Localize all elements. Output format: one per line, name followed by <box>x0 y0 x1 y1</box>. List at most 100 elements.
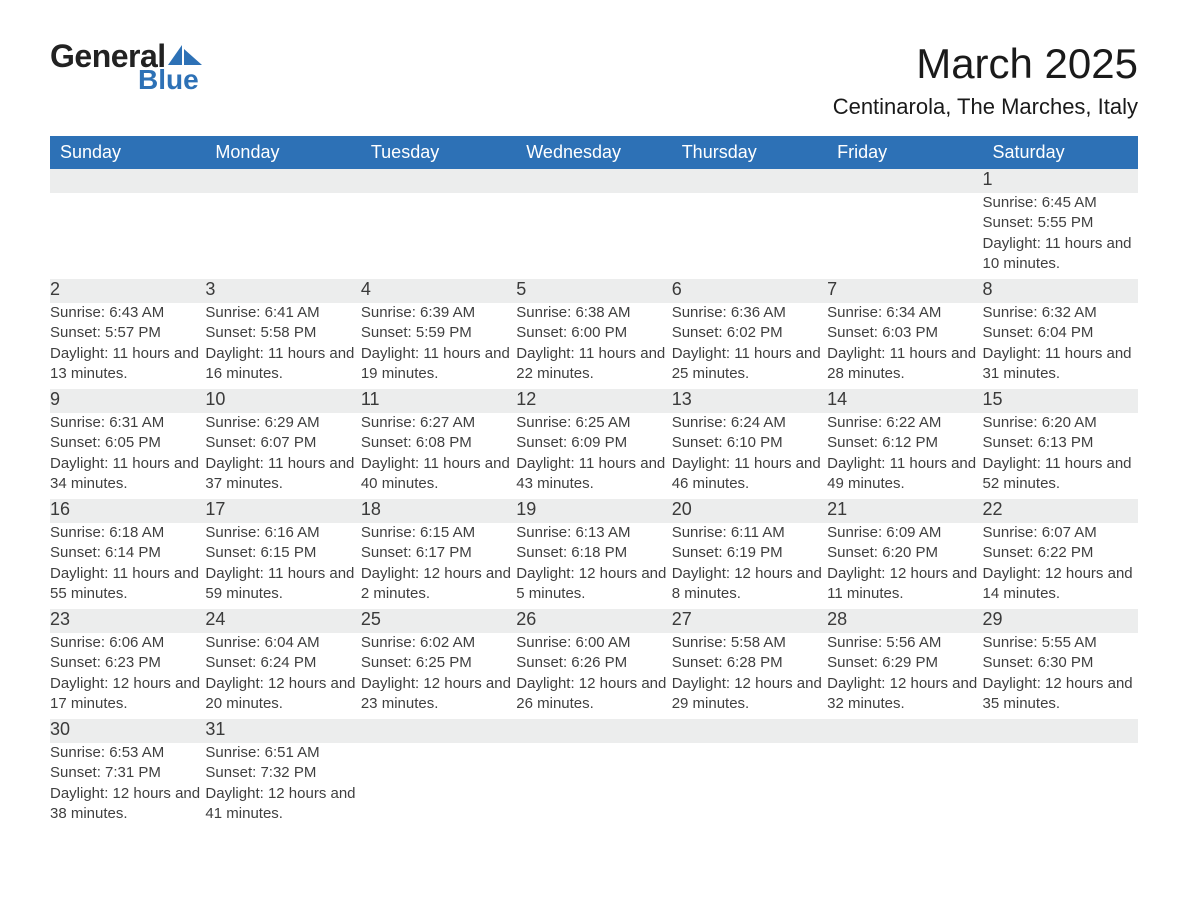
day-detail-cell: Sunrise: 6:06 AMSunset: 6:23 PMDaylight:… <box>50 633 205 719</box>
sunset-line: Sunset: 6:29 PM <box>827 653 982 673</box>
week-detail-row: Sunrise: 6:31 AMSunset: 6:05 PMDaylight:… <box>50 413 1138 499</box>
day-header: Wednesday <box>516 136 671 169</box>
day-detail-cell: Sunrise: 6:13 AMSunset: 6:18 PMDaylight:… <box>516 523 671 609</box>
day-detail-cell: Sunrise: 6:00 AMSunset: 6:26 PMDaylight:… <box>516 633 671 719</box>
sunrise-line: Sunrise: 6:51 AM <box>205 743 360 763</box>
day-detail-cell: Sunrise: 6:02 AMSunset: 6:25 PMDaylight:… <box>361 633 516 719</box>
day-detail-cell: Sunrise: 6:45 AMSunset: 5:55 PMDaylight:… <box>983 193 1138 279</box>
week-daynum-row: 23242526272829 <box>50 609 1138 633</box>
daylight-line: Daylight: 11 hours and 49 minutes. <box>827 454 982 495</box>
daylight-line: Daylight: 11 hours and 28 minutes. <box>827 344 982 385</box>
daylight-line: Daylight: 11 hours and 25 minutes. <box>672 344 827 385</box>
day-number-cell: 16 <box>50 499 205 523</box>
day-number-cell: 27 <box>672 609 827 633</box>
logo-word2: Blue <box>138 66 202 94</box>
daylight-line: Daylight: 12 hours and 35 minutes. <box>983 674 1138 715</box>
day-detail-cell: Sunrise: 6:51 AMSunset: 7:32 PMDaylight:… <box>205 743 360 829</box>
daylight-line: Daylight: 12 hours and 8 minutes. <box>672 564 827 605</box>
sunrise-line: Sunrise: 6:22 AM <box>827 413 982 433</box>
day-number-cell <box>983 719 1138 743</box>
sunrise-line: Sunrise: 6:06 AM <box>50 633 205 653</box>
day-number-cell: 20 <box>672 499 827 523</box>
day-number-cell: 15 <box>983 389 1138 413</box>
sunset-line: Sunset: 5:55 PM <box>983 213 1138 233</box>
day-number-cell: 29 <box>983 609 1138 633</box>
sunset-line: Sunset: 6:28 PM <box>672 653 827 673</box>
daylight-line: Daylight: 12 hours and 20 minutes. <box>205 674 360 715</box>
sunrise-line: Sunrise: 6:36 AM <box>672 303 827 323</box>
daylight-line: Daylight: 11 hours and 10 minutes. <box>983 234 1138 275</box>
day-detail-cell: Sunrise: 5:55 AMSunset: 6:30 PMDaylight:… <box>983 633 1138 719</box>
day-header: Tuesday <box>361 136 516 169</box>
day-number-cell: 13 <box>672 389 827 413</box>
sunrise-line: Sunrise: 6:38 AM <box>516 303 671 323</box>
sunset-line: Sunset: 6:19 PM <box>672 543 827 563</box>
sunrise-line: Sunrise: 6:13 AM <box>516 523 671 543</box>
sunset-line: Sunset: 6:17 PM <box>361 543 516 563</box>
daylight-line: Daylight: 11 hours and 19 minutes. <box>361 344 516 385</box>
daylight-line: Daylight: 12 hours and 17 minutes. <box>50 674 205 715</box>
sunset-line: Sunset: 6:03 PM <box>827 323 982 343</box>
sunrise-line: Sunrise: 6:24 AM <box>672 413 827 433</box>
daylight-line: Daylight: 11 hours and 55 minutes. <box>50 564 205 605</box>
day-detail-cell: Sunrise: 6:32 AMSunset: 6:04 PMDaylight:… <box>983 303 1138 389</box>
daylight-line: Daylight: 12 hours and 29 minutes. <box>672 674 827 715</box>
daylight-line: Daylight: 11 hours and 37 minutes. <box>205 454 360 495</box>
day-number-cell <box>516 719 671 743</box>
day-number-cell: 11 <box>361 389 516 413</box>
day-number-cell <box>50 169 205 193</box>
day-number-cell: 1 <box>983 169 1138 193</box>
sunset-line: Sunset: 6:22 PM <box>983 543 1138 563</box>
sunrise-line: Sunrise: 6:53 AM <box>50 743 205 763</box>
daylight-line: Daylight: 11 hours and 13 minutes. <box>50 344 205 385</box>
sunset-line: Sunset: 7:32 PM <box>205 763 360 783</box>
day-number-cell: 24 <box>205 609 360 633</box>
day-number-cell: 3 <box>205 279 360 303</box>
day-detail-cell: Sunrise: 5:58 AMSunset: 6:28 PMDaylight:… <box>672 633 827 719</box>
sunset-line: Sunset: 6:15 PM <box>205 543 360 563</box>
day-detail-cell: Sunrise: 6:22 AMSunset: 6:12 PMDaylight:… <box>827 413 982 499</box>
day-detail-cell: Sunrise: 6:07 AMSunset: 6:22 PMDaylight:… <box>983 523 1138 609</box>
day-detail-cell: Sunrise: 6:31 AMSunset: 6:05 PMDaylight:… <box>50 413 205 499</box>
day-number-cell: 6 <box>672 279 827 303</box>
day-detail-cell <box>827 193 982 279</box>
sunrise-line: Sunrise: 6:20 AM <box>983 413 1138 433</box>
week-daynum-row: 1 <box>50 169 1138 193</box>
sunset-line: Sunset: 6:10 PM <box>672 433 827 453</box>
sunrise-line: Sunrise: 6:09 AM <box>827 523 982 543</box>
week-detail-row: Sunrise: 6:43 AMSunset: 5:57 PMDaylight:… <box>50 303 1138 389</box>
day-number-cell <box>361 719 516 743</box>
sunrise-line: Sunrise: 6:00 AM <box>516 633 671 653</box>
sunset-line: Sunset: 6:30 PM <box>983 653 1138 673</box>
sunrise-line: Sunrise: 6:04 AM <box>205 633 360 653</box>
sunset-line: Sunset: 6:24 PM <box>205 653 360 673</box>
daylight-line: Daylight: 12 hours and 41 minutes. <box>205 784 360 825</box>
sunrise-line: Sunrise: 6:25 AM <box>516 413 671 433</box>
sunset-line: Sunset: 5:59 PM <box>361 323 516 343</box>
day-number-cell: 19 <box>516 499 671 523</box>
day-detail-cell: Sunrise: 6:36 AMSunset: 6:02 PMDaylight:… <box>672 303 827 389</box>
header: General Blue March 2025 Centinarola, The… <box>50 40 1138 120</box>
daylight-line: Daylight: 11 hours and 16 minutes. <box>205 344 360 385</box>
day-detail-cell: Sunrise: 6:34 AMSunset: 6:03 PMDaylight:… <box>827 303 982 389</box>
sunset-line: Sunset: 6:05 PM <box>50 433 205 453</box>
daylight-line: Daylight: 11 hours and 43 minutes. <box>516 454 671 495</box>
day-number-cell: 5 <box>516 279 671 303</box>
day-detail-cell: Sunrise: 6:39 AMSunset: 5:59 PMDaylight:… <box>361 303 516 389</box>
day-number-cell: 21 <box>827 499 982 523</box>
day-header: Sunday <box>50 136 205 169</box>
daylight-line: Daylight: 12 hours and 5 minutes. <box>516 564 671 605</box>
sunset-line: Sunset: 6:25 PM <box>361 653 516 673</box>
day-detail-cell: Sunrise: 6:16 AMSunset: 6:15 PMDaylight:… <box>205 523 360 609</box>
sunrise-line: Sunrise: 5:56 AM <box>827 633 982 653</box>
location: Centinarola, The Marches, Italy <box>833 94 1138 120</box>
day-detail-cell: Sunrise: 6:18 AMSunset: 6:14 PMDaylight:… <box>50 523 205 609</box>
week-detail-row: Sunrise: 6:18 AMSunset: 6:14 PMDaylight:… <box>50 523 1138 609</box>
sunset-line: Sunset: 7:31 PM <box>50 763 205 783</box>
day-number-cell: 22 <box>983 499 1138 523</box>
day-detail-cell <box>205 193 360 279</box>
day-detail-cell: Sunrise: 6:11 AMSunset: 6:19 PMDaylight:… <box>672 523 827 609</box>
day-detail-cell <box>361 743 516 829</box>
day-number-cell <box>516 169 671 193</box>
sunrise-line: Sunrise: 6:27 AM <box>361 413 516 433</box>
